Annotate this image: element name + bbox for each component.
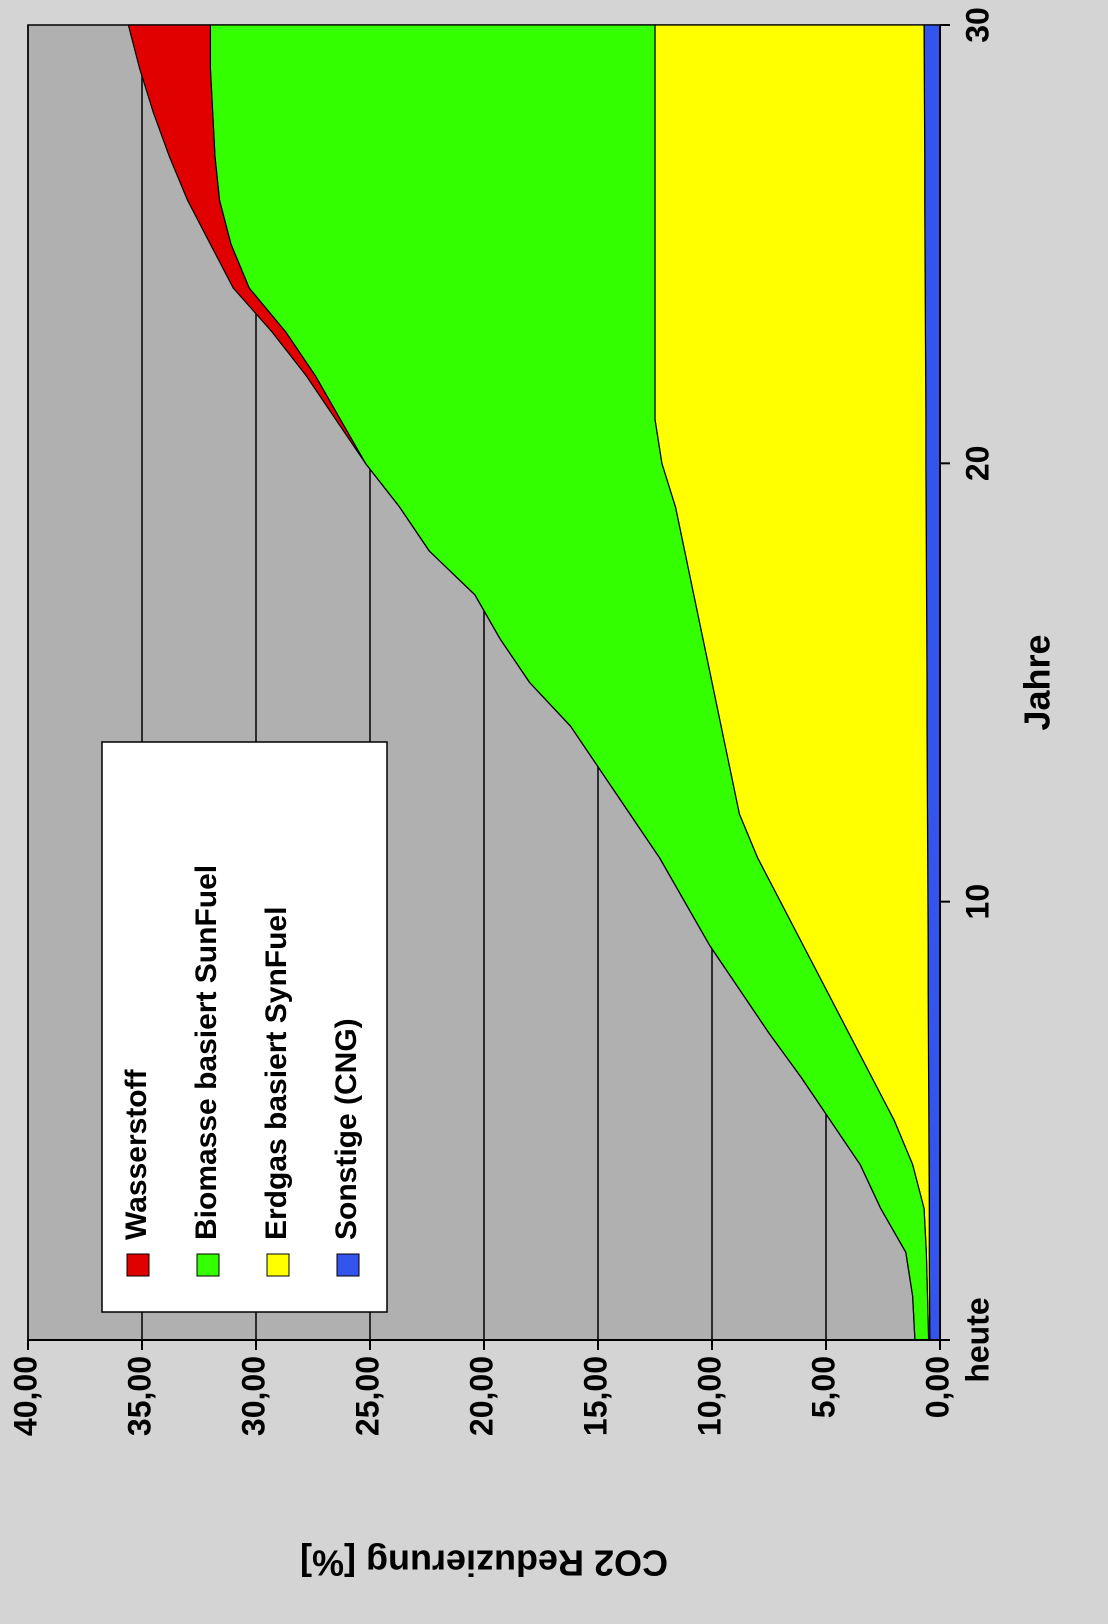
y-tick-label: 20,00 — [463, 1356, 499, 1436]
legend-label: Sonstige (CNG) — [330, 1018, 363, 1240]
x-axis-title: Jahre — [1017, 634, 1058, 730]
rotated-chart: 0,00 5,00 10,00 15,00 20,00 25,00 30,00 35,00 40… — [7, 7, 1057, 1583]
legend-swatch — [336, 1253, 360, 1277]
x-tick-label: 30 — [959, 7, 995, 43]
y-tick-label: 30,00 — [235, 1356, 271, 1436]
legend-label: Erdgas basiert SynFuel — [260, 907, 293, 1240]
area — [127, 24, 916, 1341]
x-tick-label: 20 — [959, 446, 995, 482]
legend-swatch — [126, 1253, 150, 1277]
y-axis-title: CO2 Reduzierung [%] — [300, 1542, 668, 1583]
y-tick-label: 10,00 — [691, 1356, 727, 1436]
x-tick-label: heute — [959, 1297, 995, 1382]
y-tick-label: 0,00 — [919, 1356, 955, 1418]
legend-label: Biomasse basiert SunFuel — [190, 865, 223, 1240]
legend-swatch — [196, 1253, 220, 1277]
y-tick-label: 35,00 — [121, 1356, 157, 1436]
legend-box — [101, 741, 388, 1313]
y-tick-label: 5,00 — [805, 1356, 841, 1418]
y-tick-label: 25,00 — [349, 1356, 385, 1436]
y-tick-label: 40,00 — [7, 1356, 43, 1436]
y-tick-label: 15,00 — [577, 1356, 613, 1436]
legend-label: Wasserstoff — [120, 1068, 153, 1240]
legend-swatch — [266, 1253, 290, 1277]
x-tick-label: 10 — [959, 884, 995, 920]
